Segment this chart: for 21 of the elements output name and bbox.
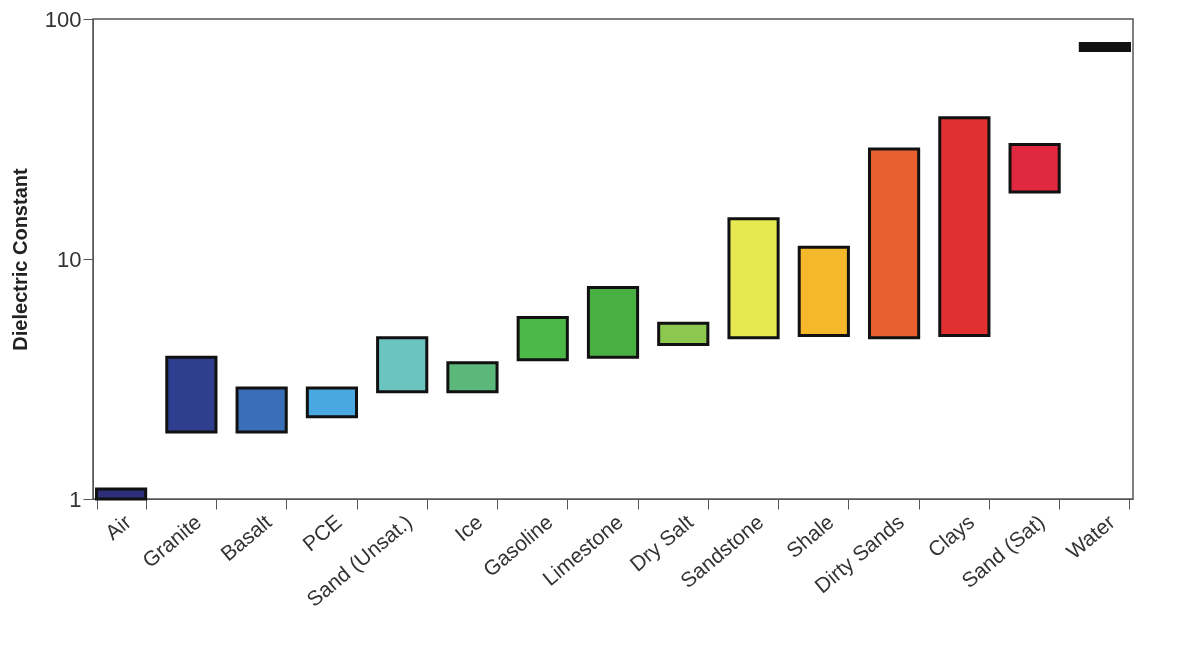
y-tick-label: 1: [69, 486, 82, 512]
bar: [586, 286, 640, 359]
bar: [446, 361, 499, 394]
bar: [727, 217, 780, 340]
bar: [305, 386, 359, 419]
bar: [938, 116, 991, 337]
bar: [657, 321, 710, 347]
bar: [235, 386, 288, 434]
bar: [376, 336, 429, 394]
bar: [797, 245, 850, 337]
bar: [95, 487, 148, 501]
bar: [1078, 42, 1131, 52]
bar: [165, 355, 218, 434]
x-tick-label: Ice: [450, 509, 487, 546]
x-tick-label: Air: [100, 509, 136, 545]
y-axis-title: Dielectric Constant: [8, 168, 31, 351]
y-tick-label: 100: [44, 6, 82, 32]
y-tick-label: 10: [57, 246, 82, 272]
bar: [867, 147, 921, 340]
bar: [1008, 142, 1061, 194]
bar: [516, 316, 569, 362]
